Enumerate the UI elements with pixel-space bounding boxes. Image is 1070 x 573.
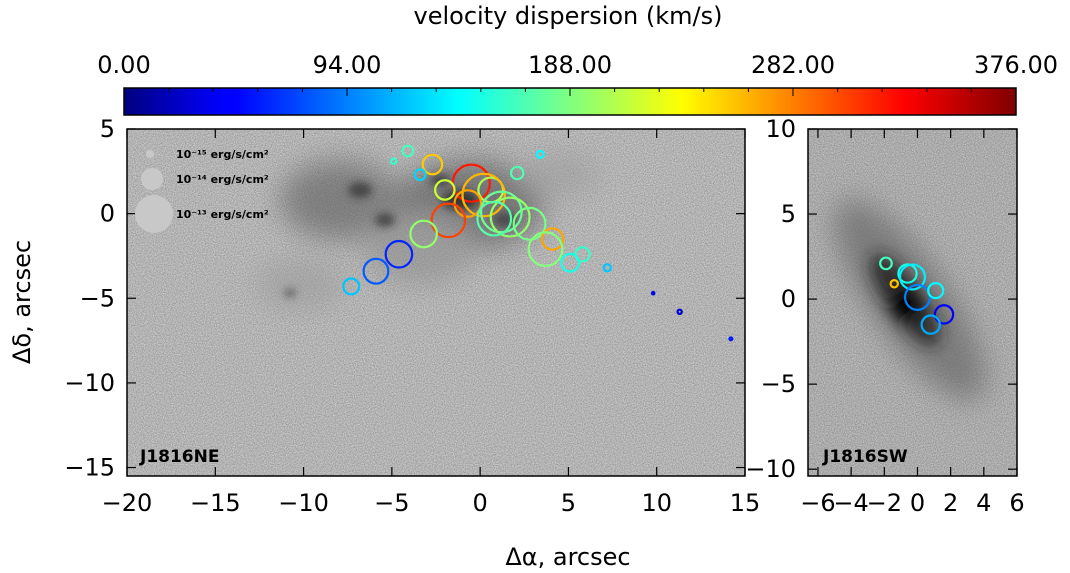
data-point (879, 256, 893, 271)
y-tick-label: −5 (761, 370, 796, 398)
x-tick-label: −10 (278, 489, 329, 517)
data-point (389, 157, 398, 165)
legend-label: 10⁻¹⁵ erg/s/cm² (176, 148, 269, 161)
panel-sw: J1816SW (807, 128, 1018, 477)
data-point (535, 149, 545, 160)
data-point (409, 219, 438, 249)
y-axis-title: Δδ, arcsec (8, 240, 36, 364)
x-tick-label: −20 (102, 489, 153, 517)
x-tick-label: −2 (867, 489, 902, 517)
data-point (927, 282, 945, 300)
data-point (476, 200, 513, 237)
data-point (898, 263, 927, 291)
x-tick-label: −5 (374, 489, 409, 517)
legend-label: 10⁻¹⁴ erg/s/cm² (176, 173, 269, 186)
data-point (933, 304, 955, 325)
x-tick-label: −4 (833, 489, 868, 517)
x-tick-label: 2 (943, 489, 958, 517)
panel-ne: 10⁻¹⁵ erg/s/cm² 10⁻¹⁴ erg/s/cm² 10⁻¹³ er… (126, 128, 746, 477)
data-point (728, 336, 734, 342)
data-point (384, 239, 414, 269)
data-point (540, 227, 565, 251)
x-tick-label: 15 (730, 489, 761, 517)
colorbar-tick-label: 188.00 (528, 51, 612, 79)
data-point (430, 202, 467, 239)
y-tick-label: −10 (745, 455, 796, 483)
data-point (650, 290, 656, 296)
data-point (574, 246, 591, 263)
data-point (401, 144, 415, 158)
ne-axis-ticks (126, 128, 746, 476)
x-tick-label: 4 (976, 489, 991, 517)
colorbar-title: velocity dispersion (km/s) (414, 2, 723, 30)
y-tick-label: 0 (781, 285, 796, 313)
panel-label-ne: J1816NE (139, 447, 219, 467)
panel-label-sw: J1816SW (822, 447, 908, 467)
y-tick-label: −5 (80, 284, 115, 312)
legend-marker-small (146, 150, 154, 158)
x-tick-label: 6 (1009, 489, 1024, 517)
data-point (479, 190, 523, 234)
data-point (461, 172, 506, 218)
legend-label: 10⁻¹³ erg/s/cm² (176, 208, 269, 221)
data-point (920, 314, 941, 335)
data-point (527, 231, 564, 268)
x-tick-label: 10 (641, 489, 672, 517)
x-axis-title: Δα, arcsec (505, 543, 630, 571)
legend-marker-large (135, 195, 173, 233)
sw-image (808, 129, 1017, 476)
data-point (676, 308, 683, 316)
colorbar-tick-labels: 0.00 94.00 188.00 282.00 376.00 (97, 51, 1058, 79)
legend-marker-medium (141, 168, 163, 190)
data-point (342, 277, 361, 296)
sw-axis-ticks (808, 128, 1018, 476)
data-point (889, 279, 900, 289)
y-tick-label: 0 (100, 200, 115, 228)
data-point (489, 196, 531, 238)
data-point (362, 257, 390, 285)
y-tick-label: 5 (781, 200, 796, 228)
data-point (453, 189, 483, 218)
colorbar-tick-label: 94.00 (313, 51, 382, 79)
data-point (413, 168, 427, 182)
data-point (903, 283, 932, 311)
y-tick-label: −10 (64, 369, 115, 397)
x-tick-label: 5 (561, 489, 576, 517)
data-point (421, 153, 444, 176)
flux-legend: 10⁻¹⁵ erg/s/cm² 10⁻¹⁴ erg/s/cm² 10⁻¹³ er… (135, 148, 269, 233)
ne-circles (342, 144, 734, 342)
x-tick-label: −6 (800, 489, 835, 517)
colorbar-tick-label: 376.00 (974, 51, 1058, 79)
ne-image (127, 129, 745, 476)
colorbar-tick-label: 0.00 (97, 51, 150, 79)
colorbar-ticks (123, 88, 1017, 96)
data-point (434, 179, 456, 201)
data-point (602, 263, 612, 273)
x-tick-label: 0 (910, 489, 925, 517)
data-point (512, 206, 547, 241)
data-point (509, 165, 525, 181)
data-point (560, 252, 581, 273)
x-tick-label: 0 (473, 489, 488, 517)
y-tick-label: 5 (100, 115, 115, 143)
sw-circles (879, 256, 955, 335)
y-tick-label: −15 (64, 454, 115, 482)
y-tick-label: 10 (765, 115, 796, 143)
x-tick-label: −15 (190, 489, 241, 517)
colorbar-tick-label: 282.00 (751, 51, 835, 79)
